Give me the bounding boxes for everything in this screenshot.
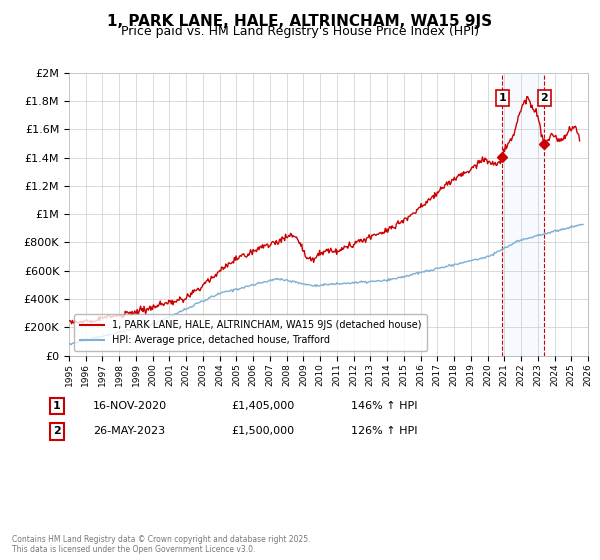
Text: 126% ↑ HPI: 126% ↑ HPI: [351, 426, 418, 436]
Text: Price paid vs. HM Land Registry's House Price Index (HPI): Price paid vs. HM Land Registry's House …: [121, 25, 479, 38]
Text: Contains HM Land Registry data © Crown copyright and database right 2025.
This d: Contains HM Land Registry data © Crown c…: [12, 535, 311, 554]
Text: 16-NOV-2020: 16-NOV-2020: [93, 401, 167, 411]
Text: 146% ↑ HPI: 146% ↑ HPI: [351, 401, 418, 411]
Text: 1, PARK LANE, HALE, ALTRINCHAM, WA15 9JS: 1, PARK LANE, HALE, ALTRINCHAM, WA15 9JS: [107, 14, 493, 29]
Text: £1,405,000: £1,405,000: [231, 401, 294, 411]
Text: 2: 2: [541, 94, 548, 103]
Text: 26-MAY-2023: 26-MAY-2023: [93, 426, 165, 436]
Text: 1: 1: [499, 94, 506, 103]
Legend: 1, PARK LANE, HALE, ALTRINCHAM, WA15 9JS (detached house), HPI: Average price, d: 1, PARK LANE, HALE, ALTRINCHAM, WA15 9JS…: [74, 314, 427, 351]
Text: 2: 2: [53, 426, 61, 436]
Text: 1: 1: [53, 401, 61, 411]
Text: £1,500,000: £1,500,000: [231, 426, 294, 436]
Bar: [502, 73, 544, 356]
